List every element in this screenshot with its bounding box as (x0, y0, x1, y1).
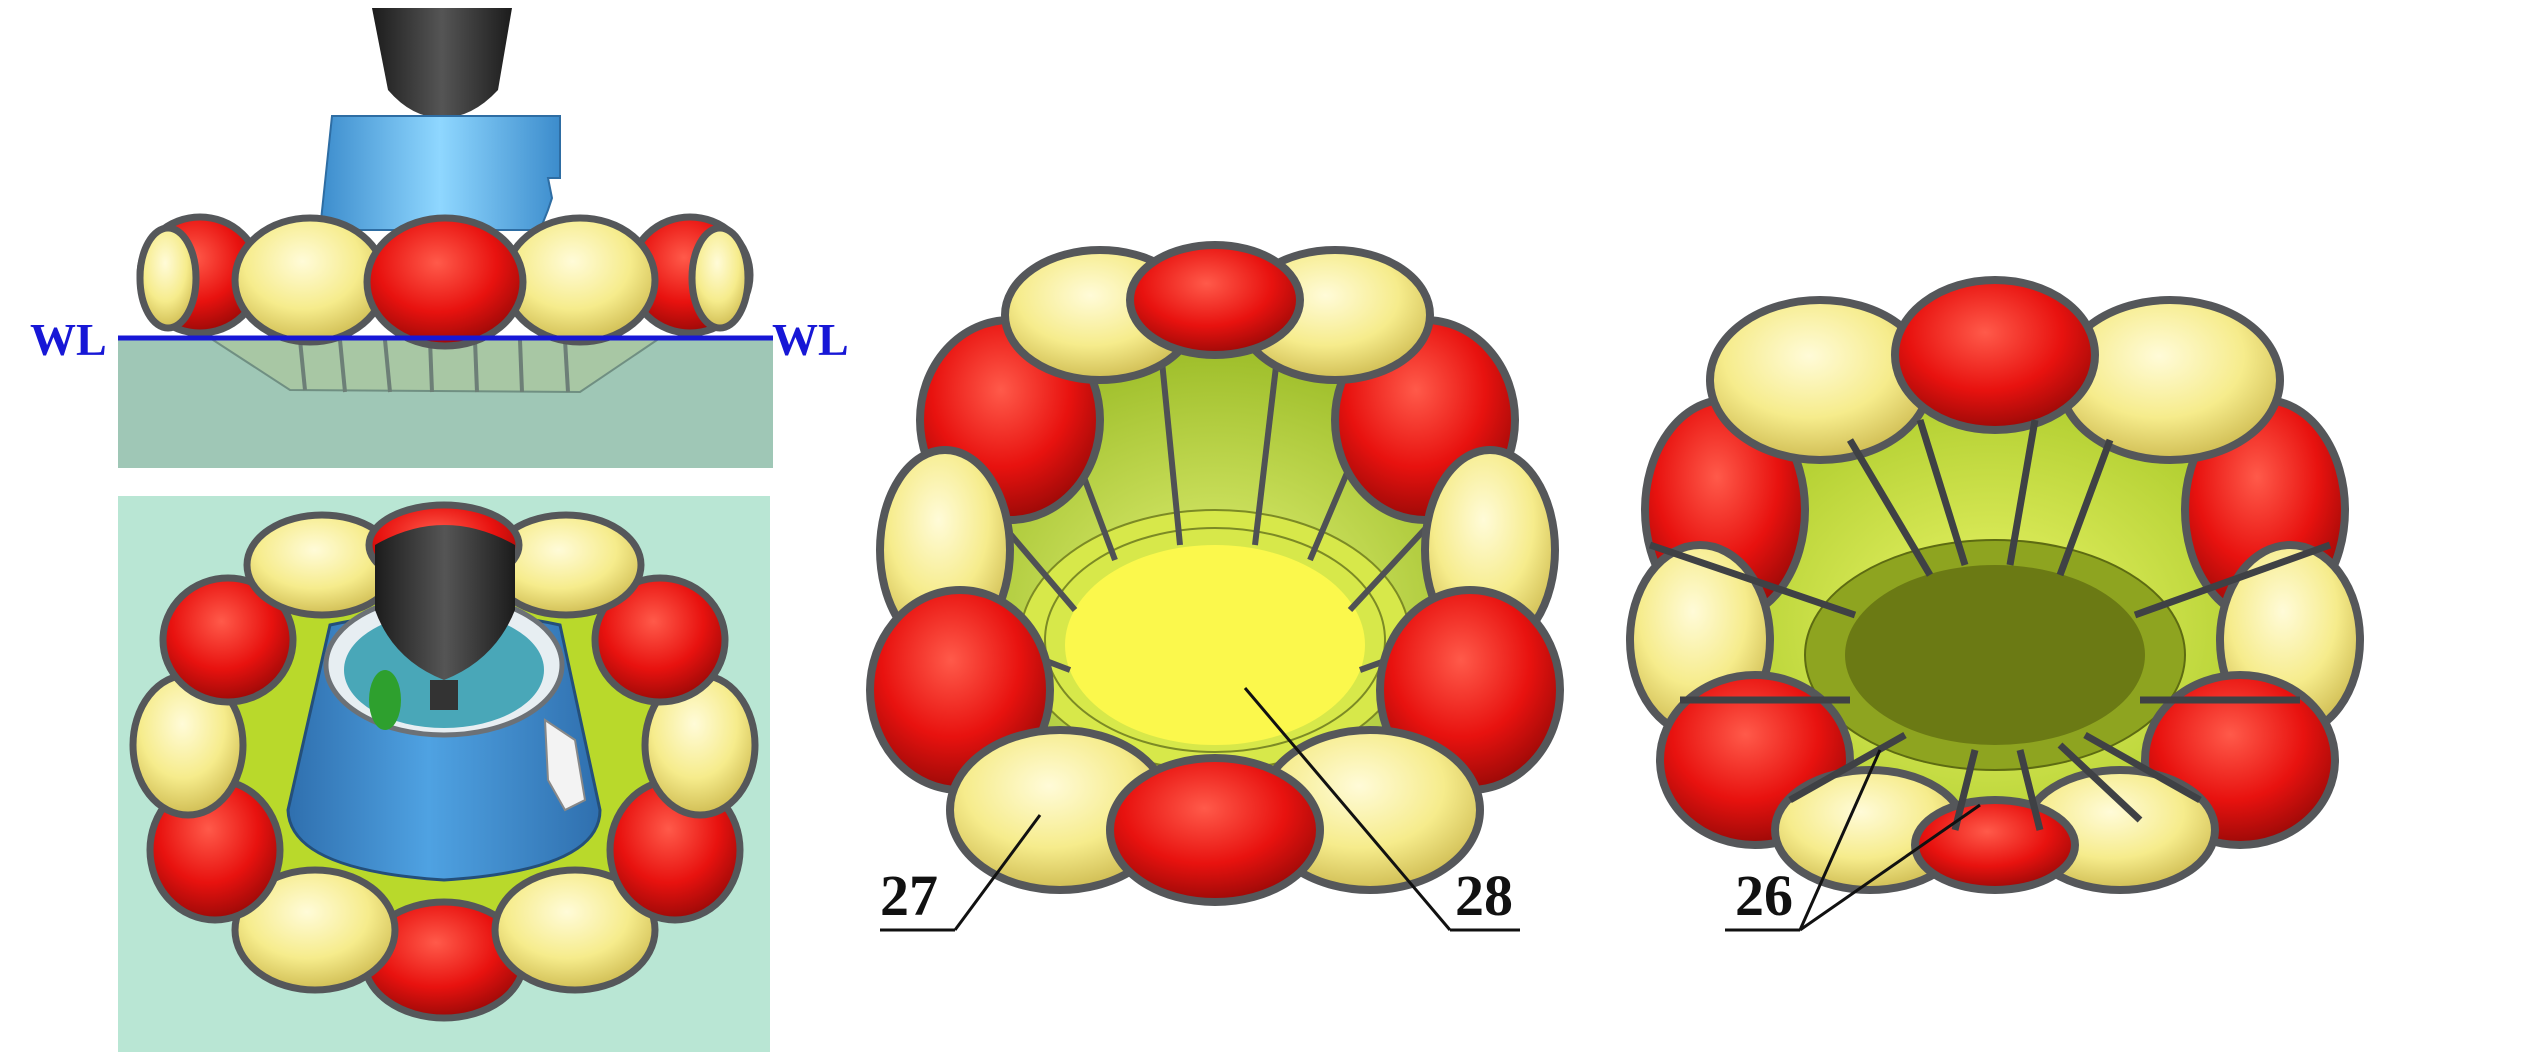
wl-label-right: WL (772, 314, 849, 365)
green-equipment (369, 670, 401, 730)
callout-26-label: 26 (1735, 863, 1793, 928)
wl-label-left: WL (30, 314, 107, 365)
callout-28-label: 28 (1455, 863, 1513, 928)
float-ring-side (140, 217, 750, 346)
rocket-nozzle (372, 8, 512, 118)
float-ring-under-view: 26 (1630, 280, 2360, 930)
nozzle-stem (430, 680, 458, 710)
floor-surface (1065, 545, 1365, 745)
top-view (118, 496, 770, 1052)
floor-surface-2 (1845, 565, 2145, 745)
side-view: WL WL (30, 8, 849, 468)
capsule-body (320, 116, 560, 230)
callout-27-label: 27 (880, 863, 938, 928)
float-ring-open-view: 27 28 (870, 245, 1560, 930)
